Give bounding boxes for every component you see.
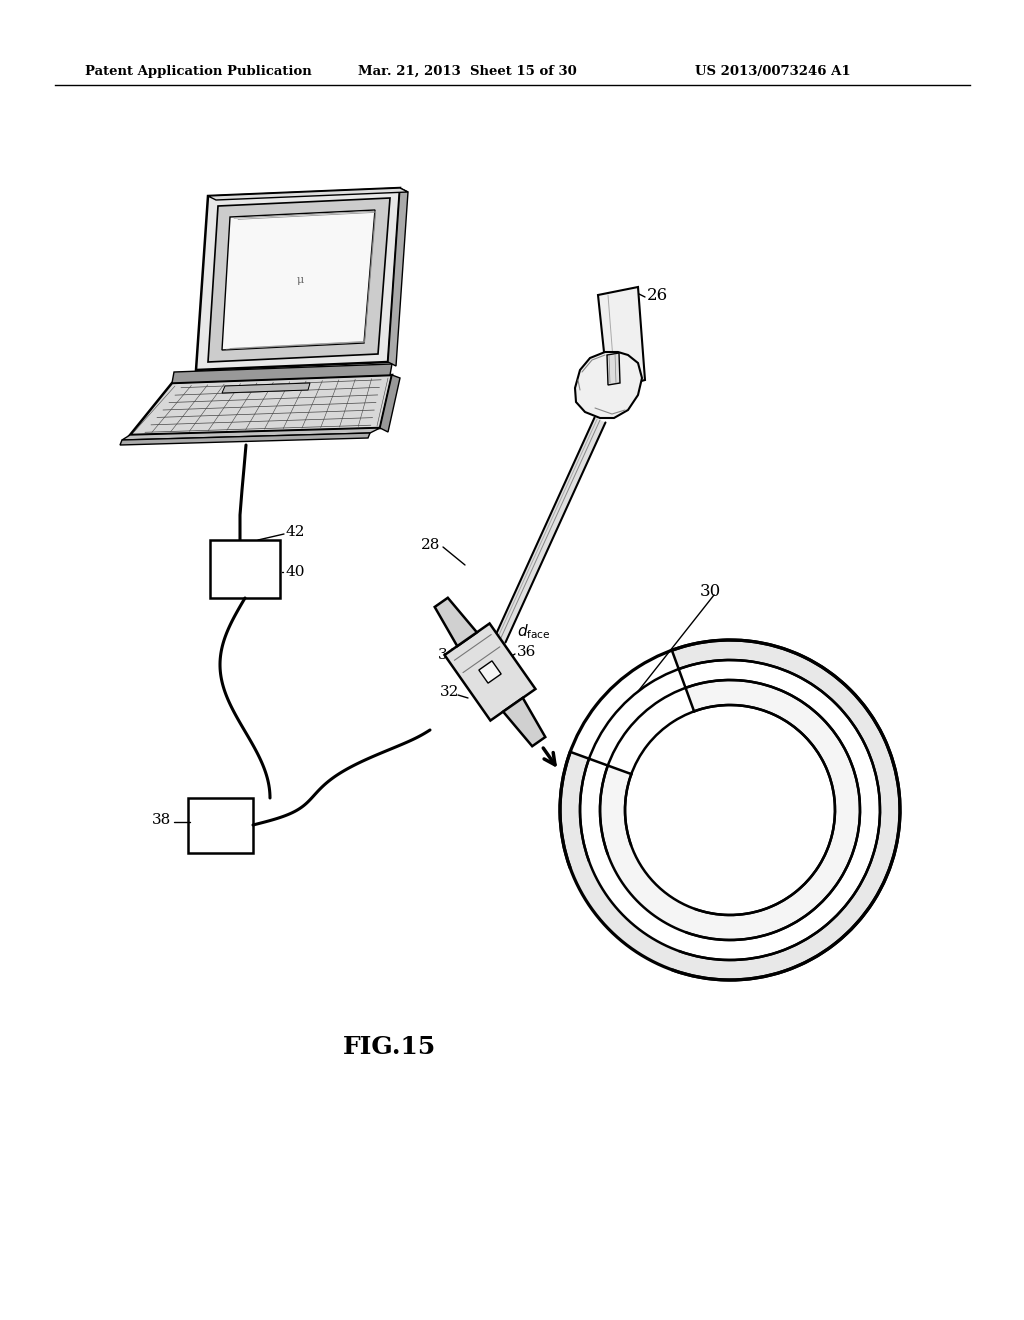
Polygon shape <box>607 352 620 385</box>
Polygon shape <box>122 428 380 440</box>
Polygon shape <box>188 799 253 853</box>
Polygon shape <box>479 661 501 684</box>
Polygon shape <box>210 540 280 598</box>
Polygon shape <box>435 598 477 645</box>
Text: Mar. 21, 2013  Sheet 15 of 30: Mar. 21, 2013 Sheet 15 of 30 <box>358 65 577 78</box>
Polygon shape <box>120 433 370 445</box>
Polygon shape <box>503 698 546 746</box>
Text: 28: 28 <box>421 539 440 552</box>
Text: 32: 32 <box>440 685 460 700</box>
Text: 34: 34 <box>438 648 458 663</box>
Text: 40: 40 <box>285 565 304 579</box>
Text: 26: 26 <box>647 286 668 304</box>
Text: $d_{\mathrm{face}}$: $d_{\mathrm{face}}$ <box>517 623 551 642</box>
Polygon shape <box>600 680 860 940</box>
Text: US 2013/0073246 A1: US 2013/0073246 A1 <box>695 65 851 78</box>
Polygon shape <box>380 375 400 432</box>
Polygon shape <box>495 417 605 643</box>
Text: 42: 42 <box>285 525 304 539</box>
Text: μ: μ <box>296 275 304 285</box>
Polygon shape <box>598 286 645 389</box>
Polygon shape <box>208 198 390 362</box>
Polygon shape <box>575 352 642 418</box>
Text: FIG.15: FIG.15 <box>343 1035 436 1059</box>
Polygon shape <box>208 187 408 201</box>
Text: 30: 30 <box>700 583 721 601</box>
Polygon shape <box>444 623 536 721</box>
Text: 36: 36 <box>517 645 537 659</box>
Text: Patent Application Publication: Patent Application Publication <box>85 65 311 78</box>
Polygon shape <box>130 375 392 436</box>
Polygon shape <box>560 640 900 979</box>
Polygon shape <box>196 187 400 370</box>
Polygon shape <box>172 364 392 383</box>
Text: 38: 38 <box>152 813 171 828</box>
Polygon shape <box>388 187 408 366</box>
Polygon shape <box>222 383 310 393</box>
Polygon shape <box>222 210 375 350</box>
